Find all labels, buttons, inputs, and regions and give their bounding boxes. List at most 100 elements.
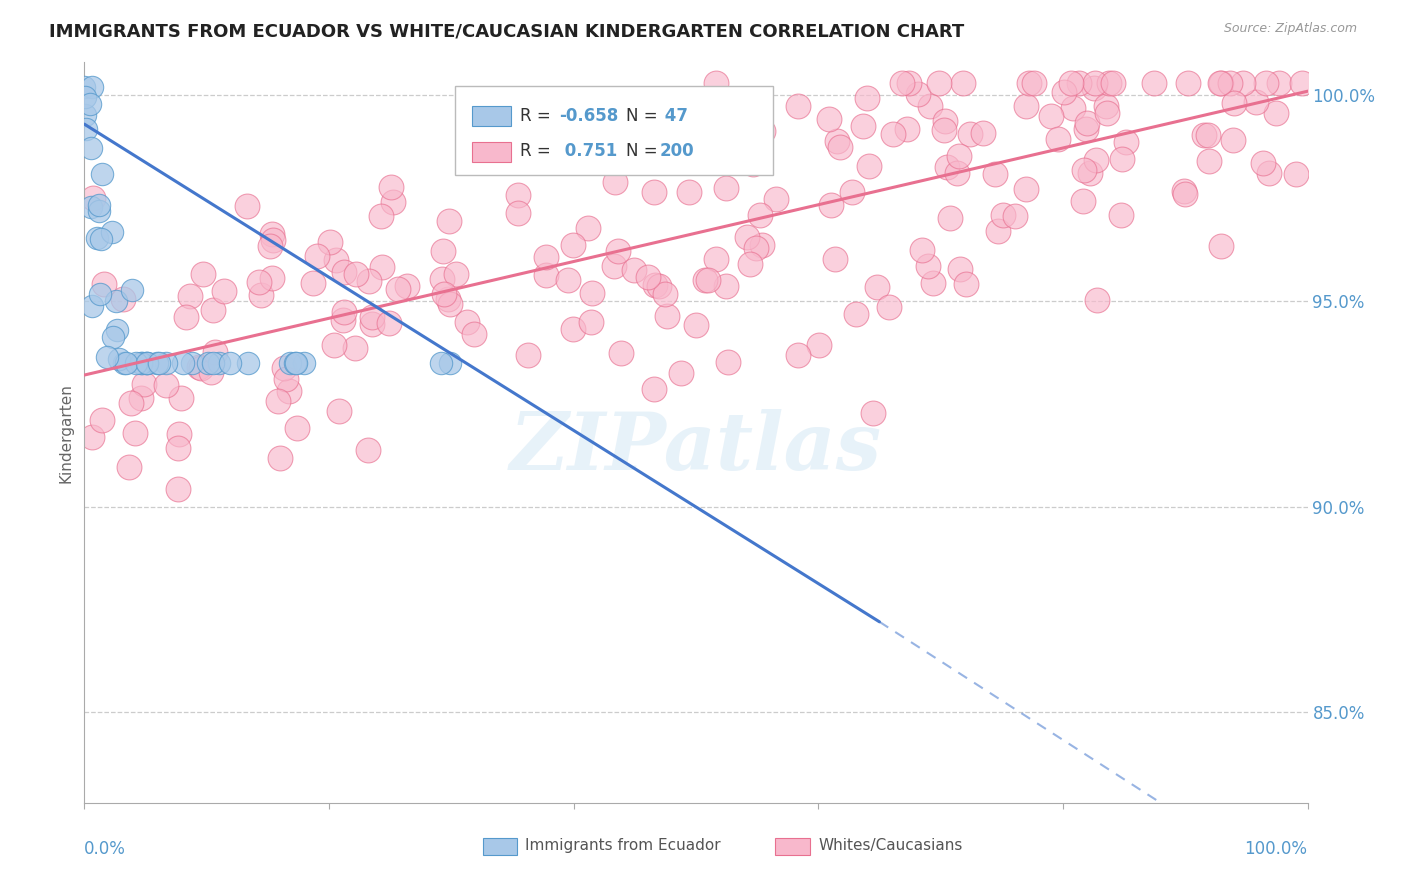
- Text: Whites/Caucasians: Whites/Caucasians: [818, 838, 963, 854]
- Point: [90, 168, 112, 182]
- Point: [898, 76, 921, 90]
- Point: [105, 323, 128, 337]
- Point: [1291, 76, 1313, 90]
- Point: [1209, 239, 1232, 253]
- Point: [263, 233, 285, 247]
- Point: [131, 391, 153, 405]
- Point: [952, 76, 974, 90]
- Point: [557, 273, 579, 287]
- Point: [934, 122, 956, 136]
- Point: [1069, 76, 1091, 90]
- Point: [135, 356, 157, 370]
- Point: [120, 396, 142, 410]
- Point: [657, 309, 679, 323]
- Point: [273, 360, 295, 375]
- Point: [751, 238, 773, 252]
- Point: [928, 76, 950, 90]
- Point: [562, 322, 585, 336]
- Point: [101, 330, 124, 344]
- Point: [249, 288, 271, 302]
- Point: [107, 351, 129, 366]
- Point: [955, 277, 977, 292]
- Point: [118, 460, 141, 475]
- Point: [704, 252, 727, 267]
- Point: [693, 273, 716, 287]
- Point: [579, 315, 602, 329]
- Point: [1223, 96, 1246, 111]
- Point: [136, 356, 159, 370]
- FancyBboxPatch shape: [472, 106, 512, 126]
- Point: [180, 356, 202, 370]
- Point: [866, 280, 889, 294]
- Point: [737, 230, 759, 244]
- Point: [648, 279, 671, 293]
- Point: [267, 393, 290, 408]
- Point: [1268, 76, 1291, 90]
- Point: [1004, 210, 1026, 224]
- Point: [167, 441, 190, 455]
- Text: ZIPatlas: ZIPatlas: [510, 409, 882, 486]
- Text: N =: N =: [626, 107, 664, 125]
- Point: [167, 482, 190, 496]
- Point: [169, 427, 191, 442]
- Point: [1083, 81, 1105, 95]
- Point: [90, 413, 112, 427]
- Point: [745, 241, 768, 255]
- Point: [319, 235, 342, 249]
- Point: [104, 293, 127, 308]
- Point: [911, 243, 934, 257]
- Point: [179, 289, 201, 303]
- Point: [302, 276, 325, 290]
- Point: [125, 356, 148, 370]
- Point: [1251, 156, 1274, 170]
- Point: [1111, 152, 1133, 166]
- Point: [204, 344, 226, 359]
- Point: [73, 80, 96, 95]
- Point: [187, 360, 209, 375]
- Point: [575, 145, 598, 159]
- Point: [439, 214, 461, 228]
- Point: [73, 108, 96, 122]
- Point: [862, 406, 884, 420]
- Point: [269, 451, 291, 466]
- Point: [432, 287, 454, 301]
- Point: [1080, 166, 1102, 180]
- Point: [1076, 116, 1098, 130]
- Point: [1046, 131, 1069, 145]
- FancyBboxPatch shape: [776, 838, 810, 855]
- Point: [607, 244, 630, 258]
- Point: [1073, 162, 1095, 177]
- Point: [508, 187, 530, 202]
- Point: [332, 265, 354, 279]
- Point: [344, 341, 367, 355]
- Point: [292, 356, 315, 370]
- Point: [456, 315, 478, 329]
- Point: [284, 356, 307, 370]
- Point: [111, 292, 134, 306]
- Point: [678, 185, 700, 199]
- Point: [740, 257, 762, 271]
- Text: 200: 200: [659, 143, 695, 161]
- Text: R =: R =: [520, 107, 555, 125]
- Point: [786, 348, 808, 362]
- Point: [197, 356, 219, 370]
- Point: [922, 276, 945, 290]
- Point: [714, 278, 737, 293]
- Point: [357, 443, 380, 458]
- Point: [80, 299, 103, 313]
- Point: [1174, 187, 1197, 202]
- Point: [993, 208, 1015, 222]
- Point: [439, 356, 461, 370]
- Point: [112, 356, 135, 370]
- Point: [918, 99, 941, 113]
- Point: [984, 168, 1007, 182]
- Point: [972, 126, 994, 140]
- Point: [190, 360, 212, 375]
- Point: [219, 356, 242, 370]
- Point: [610, 346, 633, 360]
- Point: [332, 312, 354, 326]
- Point: [1143, 76, 1166, 90]
- Point: [948, 149, 970, 163]
- Point: [936, 160, 959, 174]
- Point: [87, 203, 110, 218]
